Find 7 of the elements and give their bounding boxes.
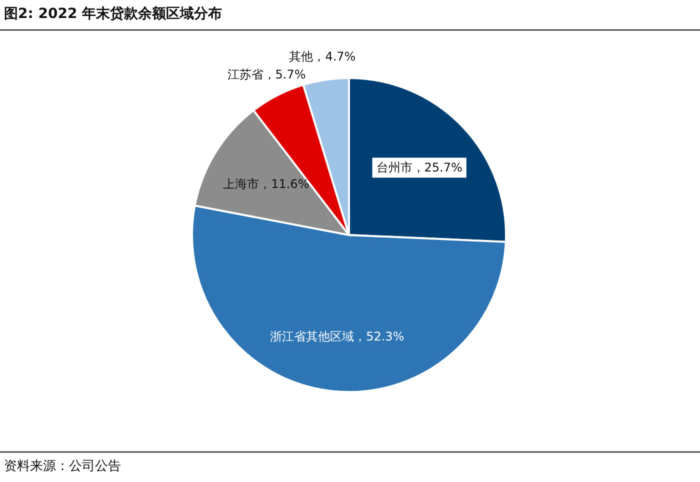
- text: 资料来源：公司公告: [4, 459, 121, 474]
- slice-label: 台州市，25.7%: [376, 160, 462, 175]
- slice-label: 上海市，11.6%: [223, 176, 310, 191]
- slice-label: 其他，4.7%: [289, 49, 356, 64]
- chart-title: 图2: 2022 年末贷款余额区域分布: [4, 5, 222, 22]
- slice-label: 江苏省，5.7%: [227, 67, 306, 82]
- slice-label: 浙江省其他区域，52.3%: [270, 329, 404, 344]
